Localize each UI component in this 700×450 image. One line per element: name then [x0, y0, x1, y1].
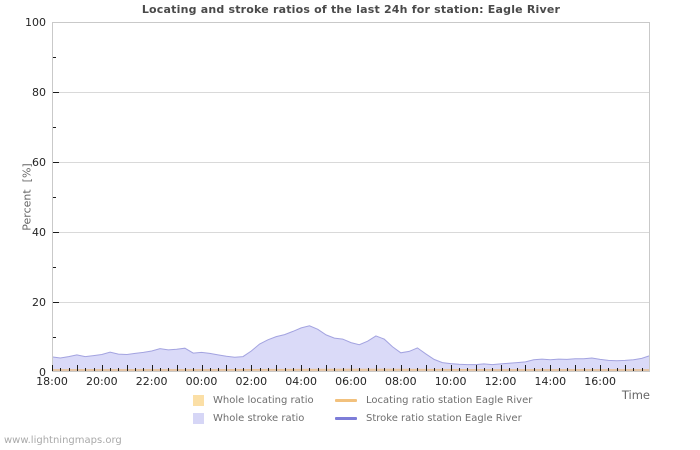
y-tick-label: 80 [32, 85, 46, 99]
x-tick-label: 06:00 [335, 375, 367, 388]
legend-label: Stroke ratio station Eagle River [366, 412, 522, 424]
x-axis-title: Time [621, 388, 650, 402]
site-watermark: www.lightningmaps.org [4, 435, 122, 446]
legend-item: Whole locating ratio [193, 392, 335, 408]
legend-line-swatch [335, 416, 357, 420]
x-tick-label: 10:00 [434, 375, 467, 388]
plot-area [52, 22, 650, 372]
series-area-edge [52, 325, 650, 366]
legend-label: Locating ratio station Eagle River [366, 394, 533, 406]
y-tick-label: 0 [39, 365, 46, 379]
x-tick-label: 16:00 [584, 375, 616, 388]
x-tick-label: 12:00 [484, 375, 517, 388]
legend-item: Locating ratio station Eagle River [335, 392, 532, 408]
series-area [52, 325, 650, 372]
chart-title: Locating and stroke ratios of the last 2… [141, 3, 561, 16]
legend-item: Stroke ratio station Eagle River [335, 410, 532, 426]
y-tick-label: 40 [32, 225, 46, 239]
legend-box-swatch [193, 412, 204, 424]
legend-label: Whole stroke ratio [213, 412, 305, 424]
x-tick-label: 20:00 [85, 375, 118, 388]
x-tick-label: 22:00 [135, 375, 168, 388]
legend-item: Whole stroke ratio [193, 410, 335, 426]
y-tick-label: 100 [25, 15, 46, 29]
plot-border [52, 22, 650, 372]
x-tick-label: 08:00 [384, 375, 417, 388]
y-axis-title: Percent [%] [20, 163, 34, 231]
x-tick-label: 18:00 [36, 375, 68, 388]
x-tick-label: 14:00 [534, 375, 567, 388]
legend-box-swatch [193, 394, 204, 406]
x-tick-label: 04:00 [285, 375, 317, 388]
x-tick-label: 02:00 [235, 375, 268, 388]
legend-line-swatch [335, 398, 357, 402]
y-tick-label: 60 [32, 155, 46, 169]
x-tick-label: 00:00 [185, 375, 218, 388]
y-tick-label: 20 [32, 295, 46, 309]
chart-legend: Whole locating ratio Locating ratio stati… [193, 391, 532, 427]
legend-label: Whole locating ratio [213, 394, 314, 406]
